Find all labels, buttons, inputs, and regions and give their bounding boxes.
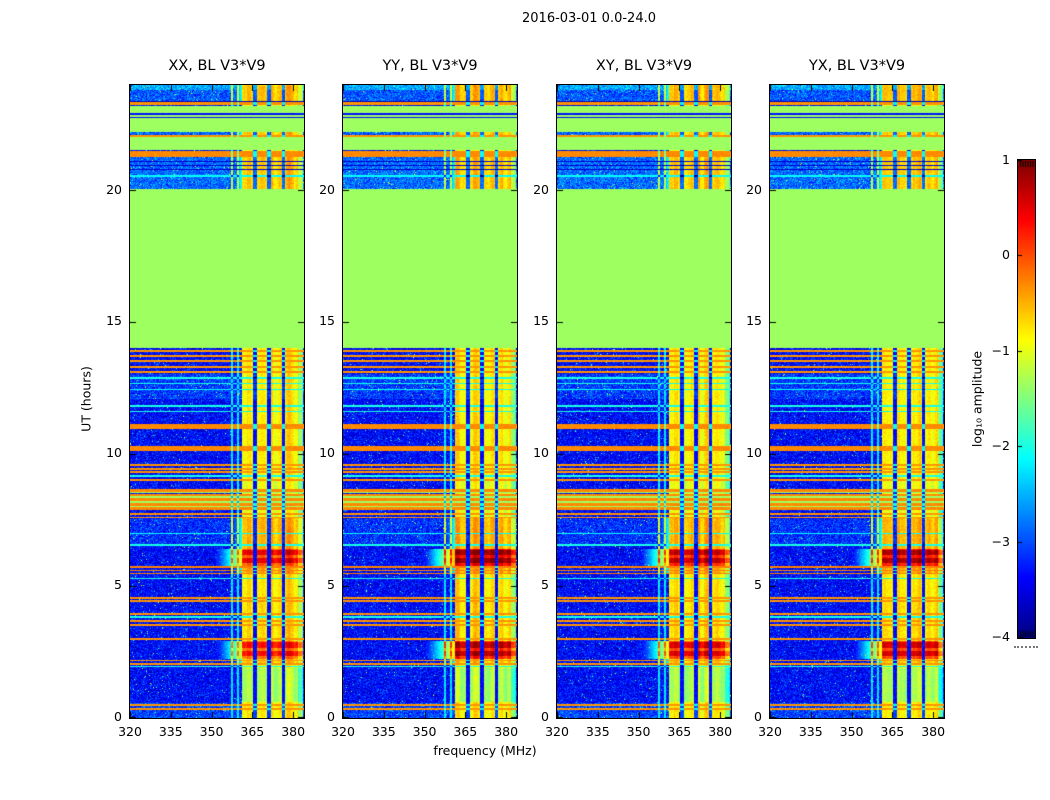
panel-yy (342, 84, 518, 719)
y-tick-label: 10 (533, 445, 549, 461)
y-tick-label: 5 (541, 577, 549, 593)
y-tick-label: 20 (319, 181, 335, 197)
y-tick-label: 15 (106, 313, 122, 329)
x-tick-label: 335 (585, 724, 610, 739)
colorbar-label: log₁₀ amplitude (969, 350, 985, 448)
spectrogram-canvas-yx (770, 85, 944, 718)
x-tick-label: 350 (839, 724, 864, 739)
x-tick-label: 335 (371, 724, 396, 739)
x-tick-label: 350 (412, 724, 437, 739)
y-tick-label: 20 (746, 181, 762, 197)
y-axis-label: UT (hours) (78, 366, 94, 432)
x-tick-label: 380 (281, 724, 306, 739)
x-tick-label: 380 (708, 724, 733, 739)
y-tick-label: 20 (106, 181, 122, 197)
colorbar-tick-label: −4 (991, 629, 1010, 644)
panel-yx (769, 84, 945, 719)
x-axis-label: frequency (MHz) (433, 743, 537, 758)
x-tick-label: 380 (494, 724, 519, 739)
y-tick-label: 5 (327, 577, 335, 593)
y-tick-label: 5 (114, 577, 122, 593)
x-tick-label: 365 (240, 724, 265, 739)
x-tick-label: 320 (331, 724, 355, 739)
x-tick-label: 350 (199, 724, 224, 739)
x-tick-label: 365 (453, 724, 478, 739)
panel-title-yy: YY, BL V3*V9 (382, 58, 478, 74)
colorbar-tick-label: 1 (1002, 152, 1010, 167)
y-tick-label: 15 (746, 313, 762, 329)
y-tick-label: 10 (746, 445, 762, 461)
panel-xx (129, 84, 305, 719)
x-tick-label: 350 (626, 724, 651, 739)
x-tick-label: 380 (921, 724, 946, 739)
colorbar-canvas (1018, 160, 1035, 638)
x-tick-label: 320 (118, 724, 142, 739)
y-tick-label: 10 (319, 445, 335, 461)
y-tick-label: 0 (114, 709, 122, 724)
x-tick-label: 365 (880, 724, 905, 739)
x-tick-label: 320 (545, 724, 569, 739)
x-tick-label: 335 (158, 724, 183, 739)
x-tick-label: 365 (667, 724, 692, 739)
colorbar-tick-label: −2 (991, 438, 1010, 453)
figure-title: 2016-03-01 0.0-24.0 (522, 11, 656, 26)
x-tick-label: 335 (798, 724, 823, 739)
colorbar-tick-label: −1 (991, 343, 1010, 358)
panel-title-xx: XX, BL V3*V9 (168, 58, 266, 74)
panel-xy (556, 84, 732, 719)
x-tick-label: 320 (758, 724, 782, 739)
spectrogram-canvas-yy (343, 85, 517, 718)
spectrogram-canvas-xx (130, 85, 304, 718)
y-tick-label: 0 (541, 709, 549, 724)
y-tick-label: 5 (754, 577, 762, 593)
spectrogram-canvas-xy (557, 85, 731, 718)
y-tick-label: 10 (106, 445, 122, 461)
y-tick-label: 15 (533, 313, 549, 329)
colorbar (1017, 159, 1036, 639)
y-tick-label: 0 (754, 709, 762, 724)
panel-title-yx: YX, BL V3*V9 (808, 58, 906, 74)
colorbar-tick-label: −3 (991, 534, 1010, 549)
y-tick-label: 0 (327, 709, 335, 724)
y-tick-label: 20 (533, 181, 549, 197)
colorbar-extend-dots (1014, 646, 1038, 648)
y-tick-label: 15 (319, 313, 335, 329)
colorbar-tick-label: 0 (1002, 247, 1010, 262)
panel-title-xy: XY, BL V3*V9 (595, 58, 693, 74)
